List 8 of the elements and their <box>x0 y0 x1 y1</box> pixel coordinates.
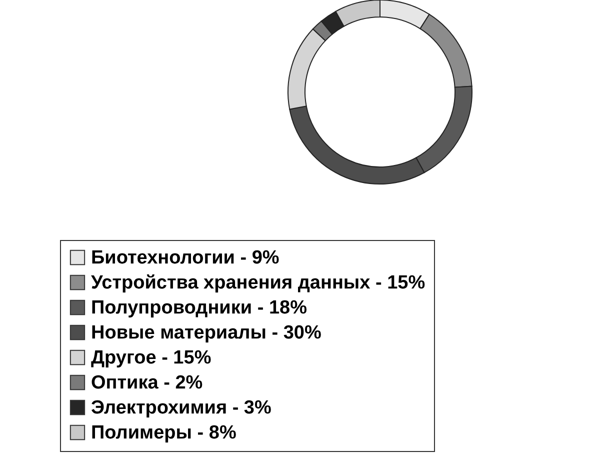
legend-label: Новые материалы - 30% <box>91 322 322 344</box>
legend-label: Оптика - 2% <box>91 372 203 394</box>
legend-label: Полупроводники - 18% <box>91 298 308 318</box>
legend-label: Другое - 15% <box>91 348 212 368</box>
legend-label: Устройства хранения данных - 15% <box>91 272 426 294</box>
legend-label: Электрохимия - 3% <box>91 398 272 418</box>
legend-label: Биотехнологии - 9% <box>91 248 280 268</box>
legend-label: Полимеры - 8% <box>91 422 236 444</box>
